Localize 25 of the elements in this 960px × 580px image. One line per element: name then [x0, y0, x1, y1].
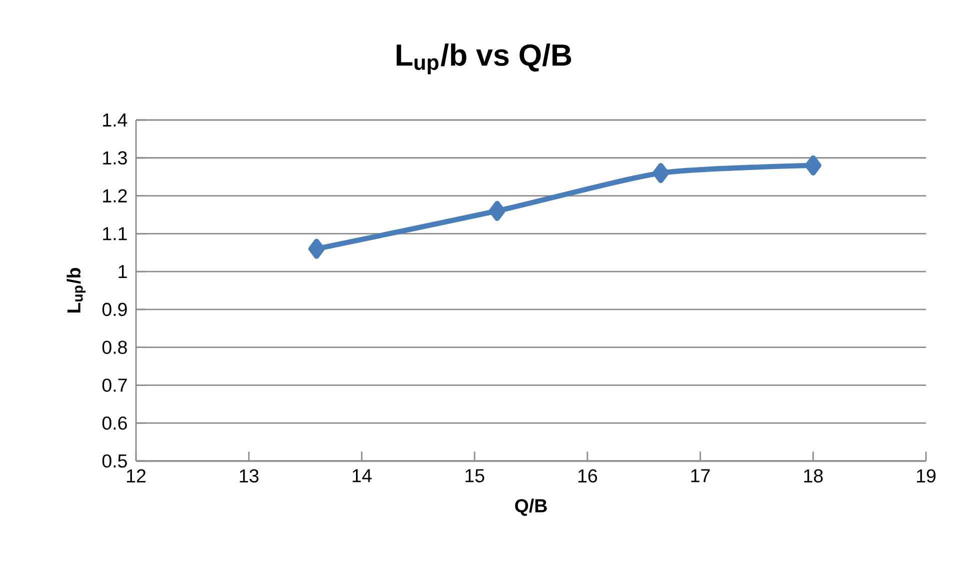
- y-tick-label: 0.7: [102, 378, 127, 392]
- point: [652, 162, 669, 184]
- y-tick-label: 1.2: [103, 189, 127, 202]
- y-tick-label: 1.4: [103, 114, 128, 126]
- x-tick-label: 17: [691, 469, 710, 482]
- chart-title: L$_{up}$/b vs Q/B: [396, 44, 572, 74]
- y-tick-label: 0.8: [102, 340, 127, 354]
- y-axis-title: L$_{up}$/b: [66, 268, 86, 312]
- x-axis-title: Q/B: [515, 498, 547, 516]
- x-tick-label: 19: [917, 469, 936, 483]
- y-tick-label: 1.1: [103, 227, 127, 240]
- y-tick-label: 0.5: [102, 454, 127, 468]
- point: [804, 155, 822, 176]
- point: [308, 238, 325, 259]
- x-tick-label: 13: [240, 469, 258, 483]
- point: [488, 200, 506, 222]
- y-tick-label: 1.3: [103, 151, 127, 165]
- y-tick-label: 0.9: [102, 302, 127, 316]
- x-tick-label: 12: [127, 469, 146, 482]
- x-tick-label: 15: [466, 469, 484, 482]
- x-tick-label: 14: [352, 469, 372, 482]
- x-tick-label: 16: [578, 469, 598, 483]
- y-tick-label: 0.6: [102, 416, 127, 430]
- y-tick-label: 1: [118, 265, 127, 278]
- x-tick-label: 18: [804, 469, 823, 483]
